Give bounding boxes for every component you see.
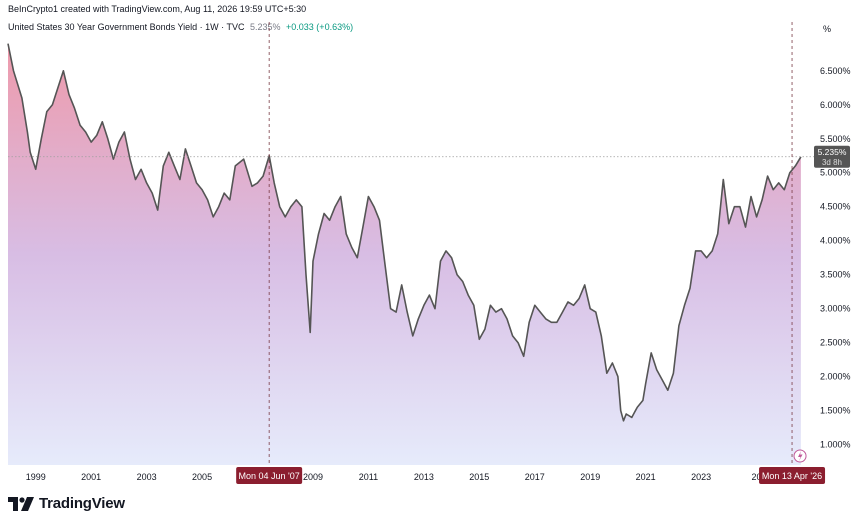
symbol-name: United States 30 Year Government Bonds Y…: [8, 22, 245, 32]
x-tick-label: 2013: [414, 472, 434, 482]
y-tick-label: 5.000%: [820, 168, 851, 178]
y-tick-label: 6.000%: [820, 100, 851, 110]
y-tick-label: 2.500%: [820, 338, 851, 348]
marker-date-box: [759, 467, 826, 484]
x-tick-label: 2001: [81, 472, 101, 482]
tradingview-logo: TradingView: [8, 495, 125, 512]
attribution-text: BeInCrypto1 created with TradingView.com…: [8, 4, 307, 14]
y-tick-label: 6.500%: [820, 66, 851, 76]
last-value-label: 5.235%: [818, 147, 847, 157]
x-tick-label: 2015: [469, 472, 489, 482]
tradingview-brand: TradingView: [39, 495, 125, 512]
last-price: 5.235%: [249, 22, 281, 32]
marker-date-label: Mon 04 Jun '07: [239, 471, 300, 481]
x-tick-label: 2021: [636, 472, 656, 482]
bar-countdown-label: 3d 8h: [822, 158, 842, 167]
y-tick-label: 3.000%: [820, 304, 851, 314]
x-tick-label: 2023: [691, 472, 711, 482]
x-tick-label: 2017: [525, 472, 545, 482]
x-tick-label: 2019: [580, 472, 600, 482]
y-tick-label: 1.500%: [820, 406, 851, 416]
symbol-header[interactable]: United States 30 Year Government Bonds Y…: [8, 22, 353, 32]
x-tick-label: 2009: [303, 472, 323, 482]
x-tick-label: 20: [752, 472, 762, 482]
tradingview-logo-icon: [8, 496, 34, 511]
yield-area-fill: [8, 43, 801, 465]
y-tick-label: 1.000%: [820, 440, 851, 450]
y-tick-label: 2.000%: [820, 372, 851, 382]
yield-series-line: [7, 43, 802, 422]
x-tick-label: 2005: [192, 472, 212, 482]
y-tick-label: 4.500%: [820, 202, 851, 212]
lightning-bolt: [798, 451, 803, 461]
axis-unit: %: [823, 24, 832, 34]
price-change: +0.033 (+0.63%): [286, 22, 354, 32]
marker-date-label: Mon 13 Apr '26: [762, 471, 822, 481]
marker-date-box: [236, 467, 303, 484]
y-tick-label: 3.500%: [820, 270, 851, 280]
x-tick-label: 2003: [137, 472, 157, 482]
y-tick-label: 5.500%: [820, 134, 851, 144]
y-tick-label: 4.000%: [820, 236, 851, 246]
x-tick-label: 1999: [26, 472, 46, 482]
last-value-tag: [814, 145, 850, 168]
x-tick-label: 2011: [359, 472, 378, 482]
